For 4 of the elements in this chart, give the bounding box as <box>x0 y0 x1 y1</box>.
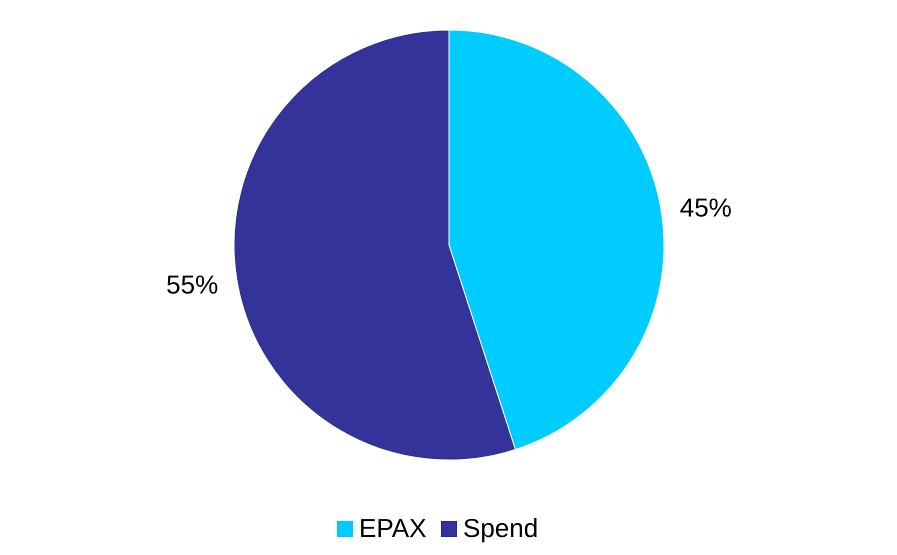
legend-label: Spend <box>463 513 538 543</box>
legend-label: EPAX <box>359 513 426 543</box>
data-label: 55% <box>166 269 218 300</box>
data-label: 45% <box>680 192 732 223</box>
